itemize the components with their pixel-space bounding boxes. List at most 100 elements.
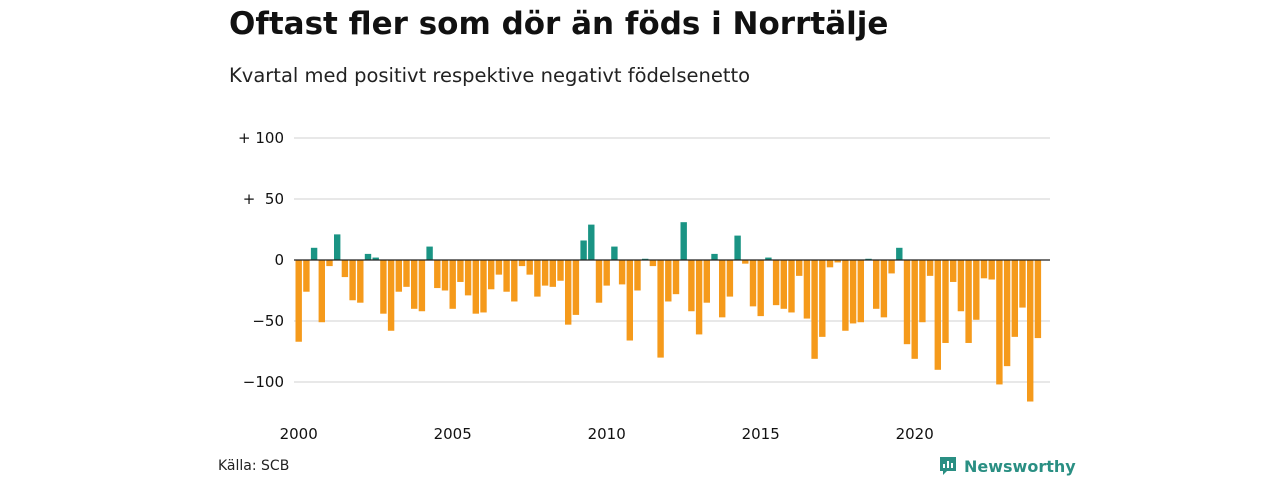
bar: [749, 260, 757, 307]
bar: [565, 260, 572, 325]
bar: [557, 260, 564, 281]
bar: [680, 222, 687, 260]
bar: [803, 260, 811, 319]
bar: [1003, 260, 1011, 367]
bar: [919, 260, 926, 323]
bar: [595, 260, 603, 303]
x-tick-label: 2000: [280, 425, 318, 443]
bar: [326, 260, 333, 267]
bar: [488, 260, 495, 290]
bar: [1011, 260, 1018, 337]
bar: [603, 260, 610, 286]
bar: [411, 260, 418, 309]
bar: [626, 260, 633, 341]
y-tick-label: + 50: [243, 190, 284, 208]
bar: [380, 260, 387, 314]
bar: [896, 247, 903, 260]
bar: [857, 260, 864, 323]
brand-logo[interactable]: Newsworthy: [938, 455, 1076, 477]
bar: [434, 260, 441, 289]
y-tick-label: 0: [274, 251, 284, 269]
bar: [426, 246, 433, 260]
bar: [472, 260, 479, 314]
y-tick-label: −50: [252, 312, 284, 330]
bar: [873, 260, 880, 309]
y-tick-label: + 100: [238, 129, 284, 147]
bar: [580, 240, 587, 260]
bar: [973, 260, 980, 320]
bar: [842, 260, 849, 331]
bar: [495, 260, 503, 275]
bar: [395, 260, 402, 292]
bar: [418, 260, 426, 312]
bar: [295, 260, 302, 342]
bar: [780, 260, 787, 309]
bar: [611, 246, 618, 260]
bar: [819, 260, 826, 337]
bar: [788, 260, 795, 313]
bar: [526, 260, 533, 275]
bar: [1034, 260, 1042, 339]
x-tick-label: 2005: [434, 425, 472, 443]
bar: [549, 260, 556, 287]
bar: [588, 224, 595, 260]
bar: [988, 260, 995, 280]
bar: [742, 260, 749, 264]
bar: [726, 260, 734, 297]
bar: [757, 260, 764, 317]
bar: [349, 260, 356, 301]
bar: [880, 260, 888, 318]
bar: [403, 260, 410, 287]
bar: [1027, 260, 1034, 402]
bar: [765, 257, 772, 260]
bar: [950, 260, 957, 282]
bar: [926, 260, 934, 276]
newsworthy-logo-icon: [940, 457, 956, 475]
bar: [618, 260, 626, 285]
brand-name: Newsworthy: [964, 456, 1076, 476]
bar: [903, 260, 911, 345]
source-note: Källa: SCB: [218, 458, 290, 474]
bar: [457, 260, 464, 282]
bar: [772, 260, 780, 306]
bar: [1019, 260, 1026, 308]
bar: [934, 260, 941, 370]
bar: [688, 260, 695, 312]
bar: [534, 260, 541, 297]
gridlines: [294, 137, 1050, 383]
bar: [541, 260, 549, 286]
bar: [826, 260, 834, 268]
bar: [711, 253, 718, 260]
bar: [357, 260, 364, 303]
bar: [310, 247, 318, 260]
bar: [942, 260, 949, 343]
bar: [665, 260, 672, 302]
bar: [634, 260, 641, 291]
bar: [965, 260, 972, 343]
bar: [464, 260, 472, 296]
bar: [503, 260, 510, 292]
bar: [911, 260, 918, 359]
bar: [672, 260, 680, 295]
bar: [888, 260, 895, 274]
x-tick-label: 2020: [896, 425, 934, 443]
y-tick-label: −100: [243, 373, 284, 391]
bars: [295, 222, 1042, 402]
bar: [703, 260, 710, 303]
bar: [372, 257, 379, 260]
bar: [719, 260, 726, 318]
y-axis-labels: + 100 + 50 0 −50 −100: [238, 129, 284, 391]
bar: [695, 260, 703, 335]
bar: [387, 260, 395, 331]
bar: [511, 260, 518, 302]
bar: [796, 260, 803, 276]
chart-subtitle: Kvartal med positivt respektive negativt…: [229, 64, 751, 87]
bar: [811, 260, 818, 359]
bar: [849, 260, 857, 324]
x-axis-labels: 2000 2005 2010 2015 2020: [280, 425, 934, 443]
bar: [480, 260, 487, 313]
bar: [449, 260, 456, 309]
bar: [657, 260, 664, 358]
bar: [957, 260, 965, 312]
